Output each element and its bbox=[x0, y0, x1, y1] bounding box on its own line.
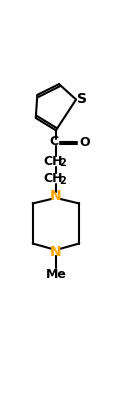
Text: 2: 2 bbox=[59, 176, 66, 186]
Text: Me: Me bbox=[46, 268, 66, 281]
Text: C: C bbox=[49, 135, 58, 149]
Text: S: S bbox=[76, 92, 86, 106]
Text: O: O bbox=[79, 136, 90, 149]
Text: N: N bbox=[50, 189, 62, 203]
Text: CH: CH bbox=[43, 172, 63, 185]
Text: N: N bbox=[50, 245, 62, 259]
Text: CH: CH bbox=[43, 154, 63, 168]
Text: 2: 2 bbox=[59, 158, 66, 169]
